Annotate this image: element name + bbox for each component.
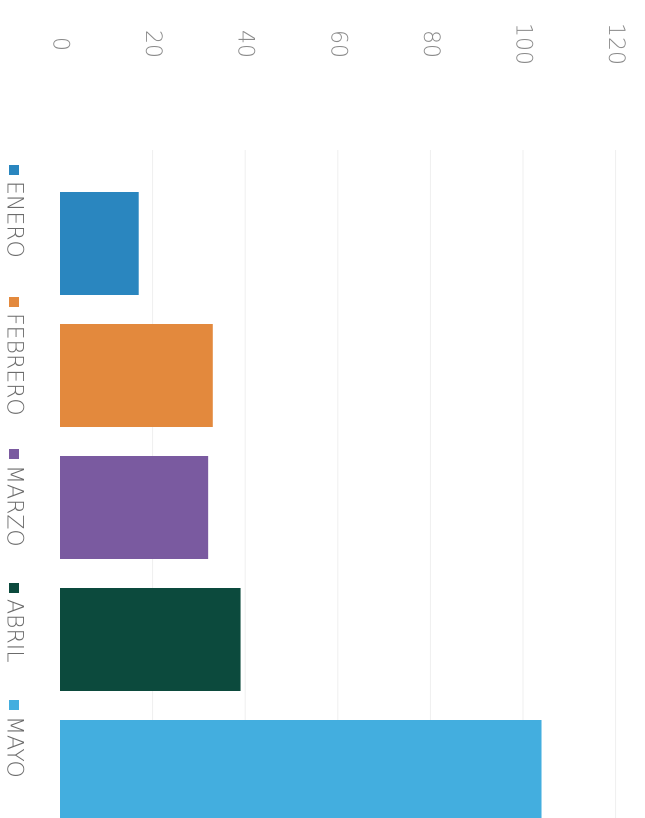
legend-label-abril: ABRIL: [2, 599, 27, 663]
legend-swatch-mayo: [9, 700, 19, 710]
legend-label-mayo: MAYO: [2, 716, 27, 778]
tick-label-60: 60: [325, 30, 350, 58]
bar-febrero: [60, 324, 213, 427]
bars: [60, 192, 542, 818]
tick-label-120: 120: [603, 23, 628, 65]
axis-tick-labels: 0 20 40 60 80 100 120: [48, 23, 629, 65]
bar-abril: [60, 588, 241, 691]
bar-enero: [60, 192, 139, 295]
legend-swatch-marzo: [9, 449, 19, 459]
tick-label-100: 100: [511, 23, 536, 65]
legend-label-febrero: FEBRERO: [2, 313, 27, 416]
bar-mayo: [60, 720, 542, 818]
legend-swatch-febrero: [9, 297, 19, 307]
tick-label-40: 40: [233, 30, 258, 58]
legend-label-marzo: MARZO: [2, 465, 27, 547]
tick-label-20: 20: [140, 30, 165, 58]
legend-label-enero: ENERO: [2, 181, 27, 258]
legend: ENERO FEBRERO MARZO ABRIL MAYO: [2, 165, 27, 778]
tick-label-0: 0: [48, 37, 73, 51]
legend-swatch-enero: [9, 165, 19, 175]
legend-swatch-abril: [9, 583, 19, 593]
grid-lines: [152, 150, 617, 818]
tick-label-80: 80: [418, 30, 443, 58]
bar-marzo: [60, 456, 209, 559]
